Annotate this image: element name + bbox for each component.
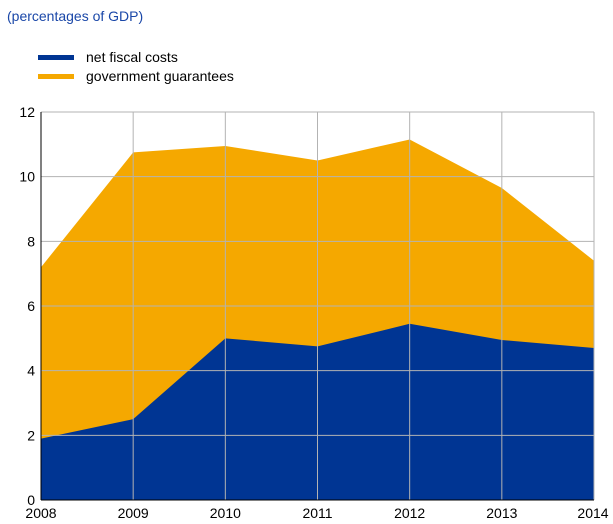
y-tick-label-2: 2 [27, 427, 35, 443]
legend-label-government-guarantees: government guarantees [86, 68, 234, 84]
y-tick-label-12: 12 [19, 104, 35, 120]
x-tick-label-2013: 2013 [486, 505, 517, 521]
y-tick-label-0: 0 [27, 492, 35, 508]
legend-item-government-guarantees: government guarantees [38, 67, 234, 85]
x-tick-label-2011: 2011 [302, 505, 332, 521]
x-tick-label-2010: 2010 [210, 505, 241, 521]
y-tick-label-8: 8 [27, 233, 35, 249]
y-tick-label-10: 10 [19, 169, 35, 185]
chart-subtitle: (percentages of GDP) [7, 8, 144, 24]
legend-swatch-net-fiscal-costs [38, 54, 74, 60]
x-tick-label-2014: 2014 [577, 505, 608, 521]
y-tick-label-4: 4 [27, 363, 35, 379]
legend-label-net-fiscal-costs: net fiscal costs [86, 49, 178, 65]
x-tick-label-2012: 2012 [394, 505, 425, 521]
x-tick-label-2008: 2008 [25, 505, 56, 521]
y-tick-label-6: 6 [27, 298, 35, 314]
tick-label-layer: 0 2 4 6 8 10 12 2008 2009 2010 2011 2012 2013 2014 [19, 104, 608, 521]
legend-swatch-government-guarantees [38, 73, 74, 79]
grid-layer [41, 111, 595, 500]
legend-item-net-fiscal-costs: net fiscal costs [38, 48, 178, 66]
axes-layer [40, 112, 594, 501]
x-tick-label-2009: 2009 [118, 505, 149, 521]
